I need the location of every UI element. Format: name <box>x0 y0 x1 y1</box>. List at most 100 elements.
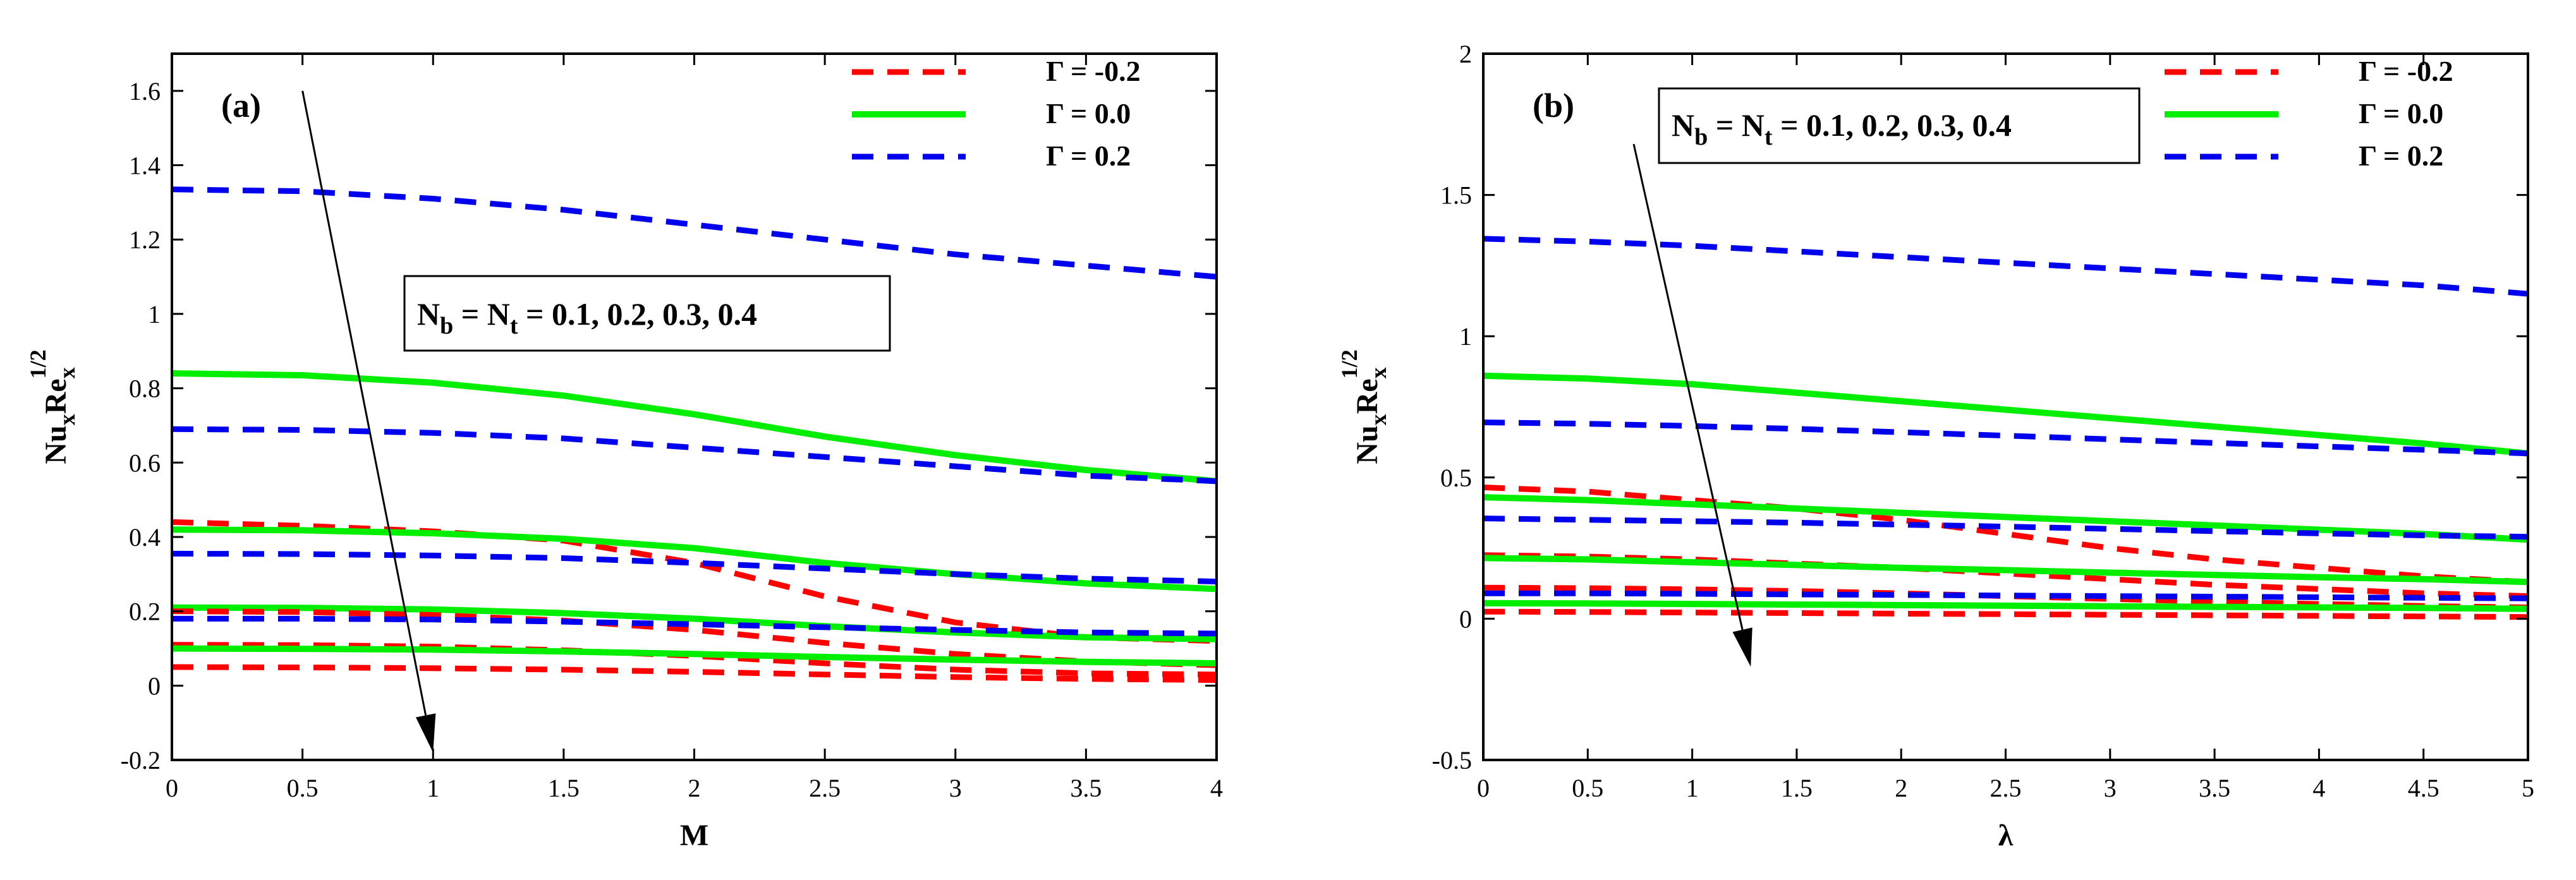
legend-label: Γ = -0.2 <box>1046 55 1141 87</box>
series-line-1 <box>1483 236 2528 297</box>
y-axis-label: NuxRex1/2 <box>1337 349 1391 464</box>
x-axis-label: M <box>680 819 708 852</box>
series-line-7 <box>172 604 1217 642</box>
series-group <box>172 186 1217 683</box>
x-tick-label: 1.5 <box>1781 774 1813 802</box>
x-tick-label: 4 <box>1210 774 1223 802</box>
series-line-5 <box>1483 494 2528 543</box>
x-tick-label: 2 <box>688 774 701 802</box>
legend-label: Γ = 0.0 <box>1046 97 1131 130</box>
x-tick-label: 0 <box>1477 774 1490 802</box>
y-label-sup: 1/2 <box>25 349 51 378</box>
annotation-arrow-shaft <box>1632 143 1744 630</box>
y-tick-label: 0.4 <box>129 523 161 552</box>
series-line-1 <box>172 186 1217 280</box>
y-tick-label: 0 <box>148 672 161 700</box>
annot-sub-t: t <box>510 313 518 339</box>
x-tick-label: 3.5 <box>1070 774 1102 802</box>
x-tick-label: 1 <box>427 774 439 802</box>
legend-label: Γ = 0.0 <box>2359 97 2443 130</box>
annot-sub-t: t <box>1765 124 1773 150</box>
annot-values: = 0.1, 0.2, 0.3, 0.4 <box>1773 107 2012 143</box>
y-label-sup: 1/2 <box>1337 349 1362 378</box>
panel-label: (b) <box>1533 87 1574 124</box>
y-tick-label: 1.2 <box>129 226 161 254</box>
series-line-8 <box>1483 555 2528 586</box>
y-tick-label: 0.6 <box>129 449 161 477</box>
legend: Γ = -0.2 Γ = 0.0 Γ = 0.2 <box>2165 55 2453 172</box>
series-line-12 <box>1483 608 2528 620</box>
annot-mid: = N <box>453 296 510 332</box>
series-line-6 <box>172 550 1217 585</box>
annotation-arrow-head <box>1732 627 1753 667</box>
legend-label: Γ = -0.2 <box>2359 55 2453 87</box>
annot-n: N <box>417 296 440 332</box>
annotation-text: Nb = Nt = 0.1, 0.2, 0.3, 0.4 <box>417 296 757 339</box>
x-tick-label: 1.5 <box>548 774 580 802</box>
y-tick-label: 0.2 <box>129 598 161 626</box>
y-tick-label: -0.2 <box>121 746 161 775</box>
y-label-re: Re <box>1351 378 1384 414</box>
chart-panel-a: 0 0.5 1 1.5 2 2.5 3 3.5 4-0.200.20.40.60.811.21.… <box>25 52 1223 852</box>
series-line-2 <box>1483 372 2528 457</box>
series-line-10 <box>1483 590 2528 601</box>
panel-label: (a) <box>221 87 261 124</box>
y-label-sub: x <box>1366 414 1391 425</box>
y-tick-label: 1.6 <box>129 77 161 105</box>
x-tick-label: 5 <box>2522 774 2534 802</box>
legend-label: Γ = 0.2 <box>1046 140 1131 172</box>
annot-mid: = N <box>1708 107 1765 143</box>
y-label-re: Re <box>39 378 73 414</box>
annotation-box <box>1658 87 2141 164</box>
x-tick-label: 2 <box>1895 774 1907 802</box>
y-label-sub: x <box>54 367 80 378</box>
x-tick-label: 2.5 <box>809 774 841 802</box>
series-line-3 <box>172 426 1217 485</box>
legend: Γ = -0.2 Γ = 0.0 Γ = 0.2 <box>852 55 1141 172</box>
series-line-12 <box>172 664 1217 683</box>
x-tick-label: 4.5 <box>2408 774 2439 802</box>
annot-values: = 0.1, 0.2, 0.3, 0.4 <box>518 296 758 332</box>
x-tick-label: 1 <box>1686 774 1699 802</box>
series-line-9 <box>172 615 1217 637</box>
series-line-5 <box>172 526 1217 593</box>
x-tick-label: 3 <box>2104 774 2117 802</box>
annotation-arrow-head <box>415 713 436 753</box>
chart-panel-b: 0 0.5 1 1.5 2 2.5 3 3.5 4 4.5 5-0.500.511.52λNuxRe… <box>1337 40 2534 852</box>
annotation-arrow-shaft <box>301 90 427 716</box>
series-line-11 <box>1483 600 2528 612</box>
y-label-nu: Nu <box>1351 425 1384 464</box>
annot-n: N <box>1672 107 1694 143</box>
y-axis-label: NuxRex1/2 <box>25 349 80 464</box>
y-tick-label: 1.5 <box>1440 181 1472 210</box>
x-tick-label: 4 <box>2312 774 2325 802</box>
series-line-6 <box>1483 515 2528 540</box>
annotation-text: Nb = Nt = 0.1, 0.2, 0.3, 0.4 <box>1672 107 2012 150</box>
x-tick-label: 3.5 <box>2199 774 2230 802</box>
y-label-sub: x <box>1366 367 1391 378</box>
legend-label: Γ = 0.2 <box>2359 140 2443 172</box>
x-tick-label: 0 <box>166 774 178 802</box>
y-tick-label: 1 <box>1459 322 1472 351</box>
annot-sub-b: b <box>440 313 453 339</box>
x-tick-label: 3 <box>949 774 962 802</box>
y-tick-label: 0.5 <box>1440 464 1472 492</box>
series-line-2 <box>172 370 1217 485</box>
x-tick-label: 2.5 <box>1990 774 2022 802</box>
y-tick-label: 1 <box>148 300 161 328</box>
y-label-nu: Nu <box>39 425 73 464</box>
x-tick-label: 0.5 <box>1572 774 1603 802</box>
y-tick-label: 1.4 <box>129 152 161 180</box>
y-tick-label: 0 <box>1459 605 1472 633</box>
y-tick-label: -0.5 <box>1432 746 1472 775</box>
x-tick-label: 0.5 <box>287 774 319 802</box>
y-tick-label: 0.8 <box>129 375 161 403</box>
series-group <box>1483 236 2528 620</box>
series-line-11 <box>172 645 1217 666</box>
x-axis-label: λ <box>1998 819 2014 852</box>
annotation-box <box>403 275 891 352</box>
y-label-sub: x <box>54 414 80 425</box>
y-tick-label: 2 <box>1459 40 1472 68</box>
